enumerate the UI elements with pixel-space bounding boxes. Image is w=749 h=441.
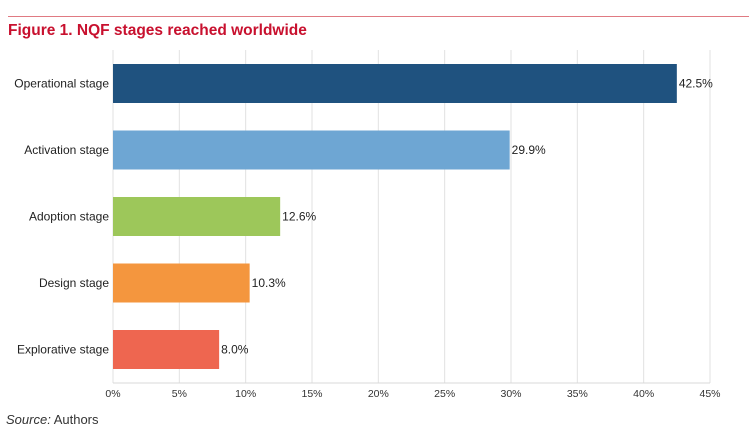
y-category-label: Adoption stage [29,210,109,224]
data-label: 10.3% [252,276,286,290]
x-tick-label: 30% [500,388,521,400]
x-tick-label: 25% [434,388,455,400]
bar [113,197,281,236]
data-label: 42.5% [679,77,713,91]
data-label: 29.9% [512,143,546,157]
bar [113,130,510,170]
bar [113,64,677,103]
x-tick-label: 10% [235,388,256,400]
y-category-label: Explorative stage [17,343,109,357]
x-tick-label: 20% [368,388,389,400]
source-text: Authors [50,412,99,427]
bar [113,263,250,303]
x-tick-label: 40% [633,388,654,400]
source-label: Source: [6,412,51,427]
bar [113,330,220,369]
x-tick-label: 0% [105,388,120,400]
y-category-label: Activation stage [24,143,109,157]
data-label: 12.6% [282,210,316,224]
chart-title: Figure 1. NQF stages reached worldwide [8,22,307,39]
x-tick-label: 15% [301,388,322,400]
y-category-label: Design stage [39,276,109,290]
y-category-label: Operational stage [14,77,109,91]
x-tick-label: 45% [699,388,720,400]
data-label: 8.0% [221,343,249,357]
x-tick-label: 35% [567,388,588,400]
top-rule [8,16,749,17]
x-tick-label: 5% [172,388,187,400]
source-note: Source: Authors [6,412,99,427]
